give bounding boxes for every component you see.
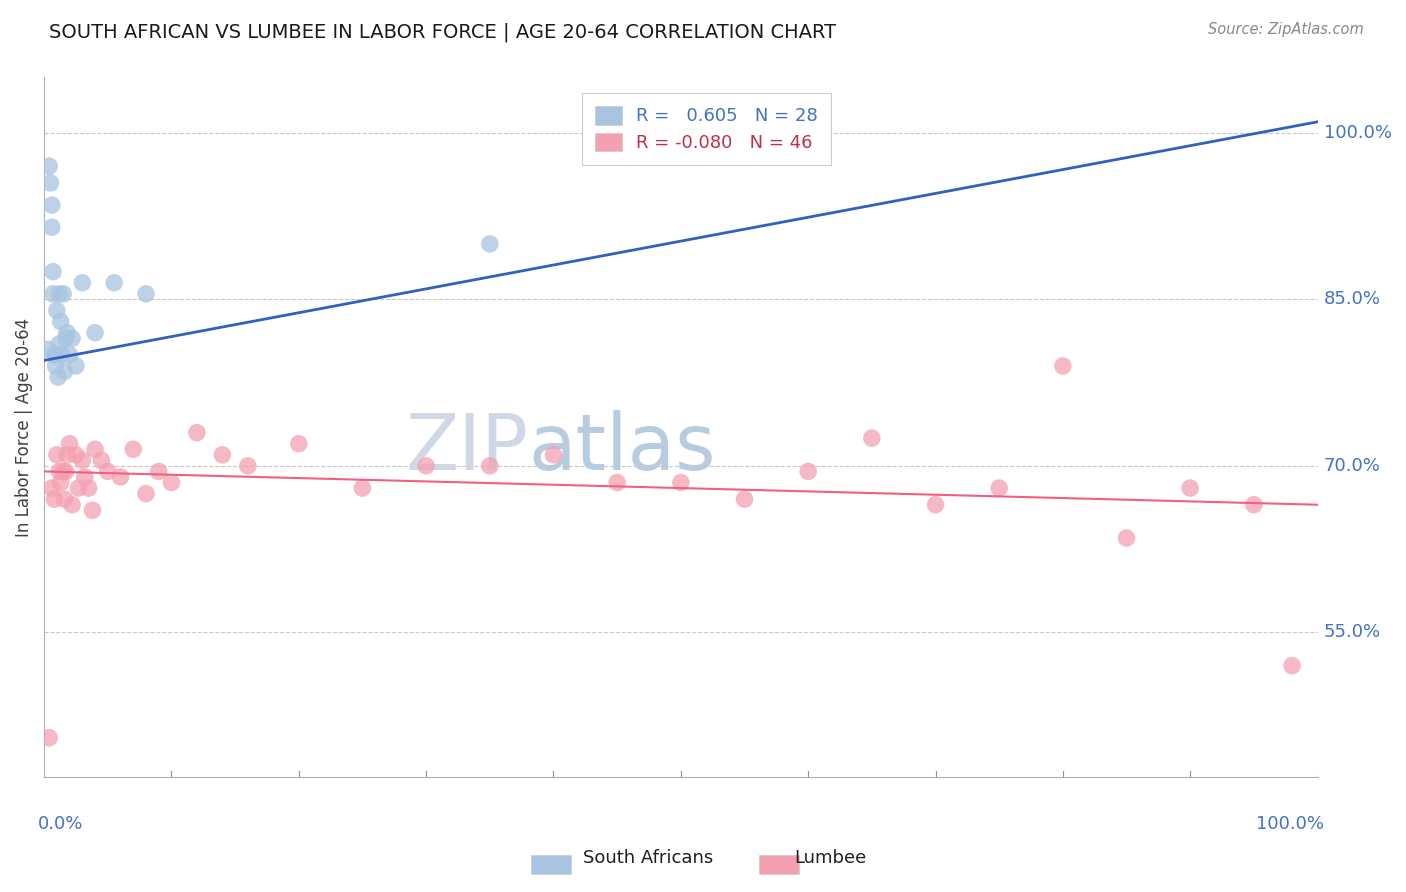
Point [56, 448, 79, 462]
Point [415, 458, 437, 473]
Point [44, 492, 66, 507]
Point [84, 326, 107, 340]
Point [90, 453, 112, 467]
Point [58, 348, 80, 362]
Point [45, 348, 67, 362]
Text: Source: ZipAtlas.com: Source: ZipAtlas.com [1208, 22, 1364, 37]
Point [1180, 481, 1202, 495]
Point [135, 286, 157, 301]
Point [42, 265, 65, 279]
Point [478, 236, 501, 251]
Text: South Africans: South Africans [583, 849, 714, 867]
Point [45, 303, 67, 318]
Point [543, 448, 565, 462]
Point [988, 481, 1011, 495]
Point [60, 331, 83, 345]
Point [82, 503, 104, 517]
Point [53, 365, 76, 379]
Text: 85.0%: 85.0% [1324, 291, 1381, 309]
Point [160, 475, 183, 490]
Point [186, 425, 208, 440]
Text: 0.0%: 0.0% [38, 815, 83, 833]
Point [39, 176, 62, 190]
Point [37, 343, 59, 357]
Point [38, 159, 60, 173]
Point [60, 498, 83, 512]
Point [148, 465, 170, 479]
Point [860, 431, 883, 445]
Point [122, 442, 145, 457]
Point [97, 465, 120, 479]
Point [110, 470, 132, 484]
Point [48, 336, 70, 351]
Point [46, 370, 69, 384]
Point [1052, 359, 1074, 373]
Point [606, 475, 628, 490]
Point [734, 492, 756, 507]
Point [73, 470, 96, 484]
Point [48, 286, 70, 301]
Point [45, 448, 67, 462]
Point [72, 453, 94, 467]
Point [103, 276, 125, 290]
Point [65, 448, 87, 462]
Point [45, 359, 67, 373]
Y-axis label: In Labor Force | Age 20-64: In Labor Force | Age 20-64 [15, 318, 32, 537]
Point [41, 481, 63, 495]
Point [49, 475, 72, 490]
Point [135, 486, 157, 500]
Point [41, 198, 63, 212]
Point [55, 331, 77, 345]
Point [67, 481, 90, 495]
Text: 100.0%: 100.0% [1256, 815, 1324, 833]
Text: Lumbee: Lumbee [794, 849, 866, 867]
Point [53, 492, 76, 507]
Point [72, 276, 94, 290]
Point [44, 348, 66, 362]
Point [42, 286, 65, 301]
Point [48, 465, 70, 479]
Point [1243, 498, 1265, 512]
Point [51, 348, 73, 362]
Point [52, 465, 75, 479]
Text: SOUTH AFRICAN VS LUMBEE IN LABOR FORCE | AGE 20-64 CORRELATION CHART: SOUTH AFRICAN VS LUMBEE IN LABOR FORCE |… [49, 22, 837, 42]
Point [65, 359, 87, 373]
Legend: R =   0.605   N = 28, R = -0.080   N = 46: R = 0.605 N = 28, R = -0.080 N = 46 [582, 94, 831, 165]
Text: 70.0%: 70.0% [1324, 457, 1381, 475]
Text: ZIP: ZIP [405, 410, 529, 486]
Point [288, 436, 311, 450]
Point [924, 498, 946, 512]
Point [56, 326, 79, 340]
Point [669, 475, 692, 490]
Point [478, 458, 501, 473]
Point [1115, 531, 1137, 545]
Point [84, 442, 107, 457]
Text: 100.0%: 100.0% [1324, 124, 1392, 142]
Point [38, 731, 60, 745]
Point [55, 465, 77, 479]
Point [77, 481, 100, 495]
Point [236, 458, 259, 473]
Point [41, 220, 63, 235]
Point [52, 286, 75, 301]
Point [211, 448, 233, 462]
Point [352, 481, 374, 495]
Point [58, 436, 80, 450]
Point [49, 315, 72, 329]
Point [1281, 658, 1303, 673]
Text: 55.0%: 55.0% [1324, 624, 1381, 641]
Point [797, 465, 820, 479]
Text: atlas: atlas [529, 410, 716, 486]
